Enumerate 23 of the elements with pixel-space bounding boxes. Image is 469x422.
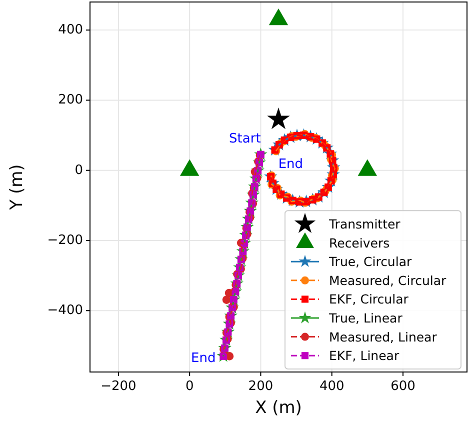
legend-label: EKF, Linear (329, 348, 400, 364)
legend-label: Transmitter (328, 216, 402, 232)
legend-label: Receivers (329, 235, 390, 250)
x-tick-label: 0 (185, 379, 194, 394)
x-tick-label: 400 (319, 379, 344, 394)
legend-label: True, Linear (328, 310, 404, 326)
x-tick-label: −200 (100, 379, 136, 394)
y-axis-title: Y (m) (7, 164, 27, 211)
annotation: End (191, 350, 216, 366)
x-tick-label: 600 (390, 379, 416, 394)
legend-label: EKF, Circular (329, 292, 410, 307)
y-tick-label: 400 (58, 22, 83, 38)
annotation: End (278, 157, 304, 172)
legend-label: True, Circular (328, 254, 412, 270)
x-axis-title: X (m) (255, 398, 302, 418)
y-tick-label: 0 (74, 162, 83, 178)
y-tick-label: −400 (47, 303, 83, 318)
y-tick-label: −200 (47, 232, 83, 248)
annotation: Start (229, 132, 261, 147)
legend-label: Measured, Circular (329, 272, 447, 288)
x-tick-label: 200 (248, 379, 274, 394)
legend-label: Measured, Linear (329, 329, 438, 344)
y-tick-label: 200 (58, 92, 83, 108)
